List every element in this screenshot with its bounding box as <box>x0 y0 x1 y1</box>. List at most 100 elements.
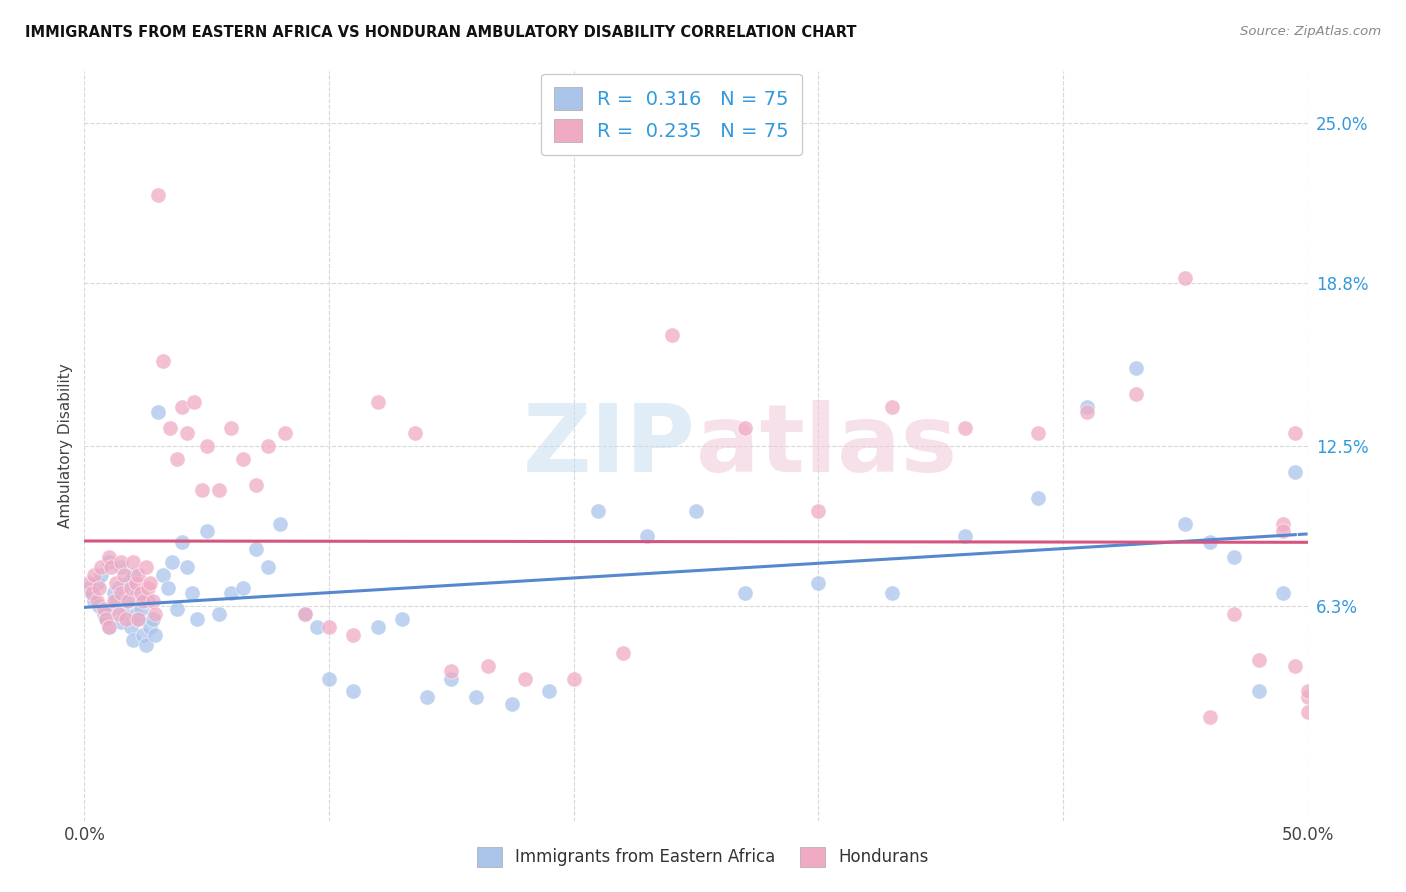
Point <box>97 620 120 634</box>
Point <box>159 421 181 435</box>
Point <box>342 627 364 641</box>
Point <box>112 568 135 582</box>
Point <box>100 560 122 574</box>
Point <box>195 439 218 453</box>
Point <box>1198 710 1220 724</box>
Point <box>1296 684 1319 698</box>
Point <box>110 555 132 569</box>
Point <box>1076 401 1098 415</box>
Point <box>110 586 132 600</box>
Point <box>90 568 112 582</box>
Point <box>87 599 110 614</box>
Point <box>117 576 139 591</box>
Point <box>166 451 188 466</box>
Point <box>1272 586 1295 600</box>
Point <box>142 612 165 626</box>
Point <box>1223 550 1246 565</box>
Point <box>257 439 280 453</box>
Point <box>232 581 254 595</box>
Point <box>120 581 142 595</box>
Point <box>136 581 159 595</box>
Point <box>176 560 198 574</box>
Point <box>97 555 120 569</box>
Point <box>125 607 148 621</box>
Point <box>162 555 184 569</box>
Point <box>440 664 463 678</box>
Point <box>112 607 135 621</box>
Point <box>1247 684 1270 698</box>
Point <box>96 612 118 626</box>
Point <box>880 586 903 600</box>
Point <box>122 555 145 569</box>
Point <box>143 607 166 621</box>
Point <box>80 586 103 600</box>
Point <box>953 421 976 435</box>
Point <box>953 529 976 543</box>
Point <box>513 672 536 686</box>
Point <box>1198 534 1220 549</box>
Point <box>245 542 267 557</box>
Point <box>734 586 756 600</box>
Point <box>1247 653 1270 667</box>
Point <box>139 620 162 634</box>
Point <box>83 594 105 608</box>
Point <box>97 620 120 634</box>
Point <box>1028 491 1050 505</box>
Point <box>132 594 155 608</box>
Point <box>612 646 634 660</box>
Point <box>245 477 267 491</box>
Point <box>103 594 125 608</box>
Point <box>97 550 120 565</box>
Point <box>87 581 110 595</box>
Point <box>172 401 194 415</box>
Point <box>1174 516 1197 531</box>
Point <box>1076 405 1098 419</box>
Point <box>122 632 145 647</box>
Point <box>1296 705 1319 719</box>
Point <box>176 426 198 441</box>
Point <box>734 421 756 435</box>
Point <box>110 615 132 629</box>
Point <box>86 594 108 608</box>
Point <box>152 353 174 368</box>
Point <box>107 581 129 595</box>
Point <box>120 620 142 634</box>
Point <box>93 607 115 621</box>
Point <box>135 560 157 574</box>
Point <box>538 684 561 698</box>
Point <box>1174 271 1197 285</box>
Point <box>77 576 100 591</box>
Point <box>269 516 291 531</box>
Point <box>105 594 128 608</box>
Point <box>1028 426 1050 441</box>
Point <box>100 601 122 615</box>
Point <box>125 576 148 591</box>
Point <box>127 568 149 582</box>
Text: atlas: atlas <box>696 400 957 492</box>
Point <box>166 601 188 615</box>
Point <box>105 576 128 591</box>
Point <box>96 612 118 626</box>
Text: IMMIGRANTS FROM EASTERN AFRICA VS HONDURAN AMBULATORY DISABILITY CORRELATION CHA: IMMIGRANTS FROM EASTERN AFRICA VS HONDUR… <box>25 25 856 40</box>
Point <box>1284 465 1306 479</box>
Point <box>219 586 242 600</box>
Y-axis label: Ambulatory Disability: Ambulatory Disability <box>58 364 73 528</box>
Point <box>807 503 830 517</box>
Point <box>502 698 524 712</box>
Point <box>86 576 108 591</box>
Point <box>90 560 112 574</box>
Point <box>195 524 218 539</box>
Point <box>115 594 138 608</box>
Point <box>318 620 340 634</box>
Point <box>367 395 389 409</box>
Point <box>181 586 204 600</box>
Point <box>77 581 100 595</box>
Point <box>103 586 125 600</box>
Point <box>156 581 179 595</box>
Point <box>208 483 231 497</box>
Point <box>127 612 149 626</box>
Point <box>685 503 707 517</box>
Point <box>661 327 683 342</box>
Point <box>183 395 205 409</box>
Point <box>172 534 194 549</box>
